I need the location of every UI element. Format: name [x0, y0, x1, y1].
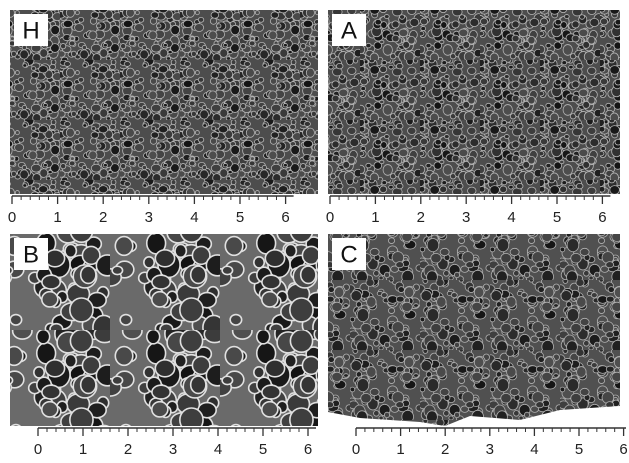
ruler-tick-label: 5 — [259, 441, 267, 458]
ruler-tick-label: 3 — [145, 209, 153, 226]
ruler-tick-label: 1 — [53, 209, 61, 226]
ruler-tick-label: 2 — [417, 209, 425, 226]
micrograph — [328, 10, 620, 194]
ruler-tick-label: 1 — [371, 209, 379, 226]
ruler-tick-label: 0 — [8, 209, 16, 226]
page: H0123456A0123456B0123456C0123456 (() => … — [0, 0, 629, 463]
ruler-tick-label: 1 — [396, 441, 404, 458]
ruler-tick-label: 3 — [486, 441, 494, 458]
ruler-tick-label: 4 — [530, 441, 538, 458]
ruler-tick-label: 0 — [326, 209, 334, 226]
panel: C 0 1 2 3 4 5 6 — [328, 234, 628, 458]
ruler-tick-label: 6 — [281, 209, 289, 226]
ruler-tick-label: 3 — [462, 209, 470, 226]
ruler-tick-label: 2 — [124, 441, 132, 458]
ruler-tick-label: 1 — [79, 441, 87, 458]
panel: H 0 1 2 3 4 5 6 — [8, 10, 318, 226]
ruler-tick-label: 6 — [304, 441, 312, 458]
micrograph — [10, 10, 318, 194]
panel-label: A — [341, 18, 357, 45]
micrograph — [328, 234, 620, 426]
ruler-tick-label: 0 — [34, 441, 42, 458]
ruler-tick-label: 2 — [99, 209, 107, 226]
ruler-tick-label: 5 — [575, 441, 583, 458]
figure: H0123456A0123456B0123456C0123456 — [0, 0, 629, 463]
ruler-tick-label: 3 — [169, 441, 177, 458]
panel-label: B — [23, 242, 39, 269]
ruler-tick-label: 6 — [619, 441, 627, 458]
ruler-tick-label: 2 — [441, 441, 449, 458]
panel-label: C — [340, 242, 357, 269]
ruler-tick-label: 0 — [352, 441, 360, 458]
panel-label: H — [22, 18, 39, 45]
ruler-tick-label: 4 — [507, 209, 515, 226]
ruler-tick-label: 4 — [214, 441, 222, 458]
ruler-tick-label: 6 — [598, 209, 606, 226]
panel: B 0 1 2 3 4 5 6 — [10, 234, 318, 458]
micrograph — [10, 234, 318, 426]
ruler-tick-label: 5 — [553, 209, 561, 226]
ruler-tick-label: 4 — [190, 209, 198, 226]
ruler-tick-label: 5 — [236, 209, 244, 226]
panel: A 0 1 2 3 4 5 6 — [326, 10, 620, 226]
